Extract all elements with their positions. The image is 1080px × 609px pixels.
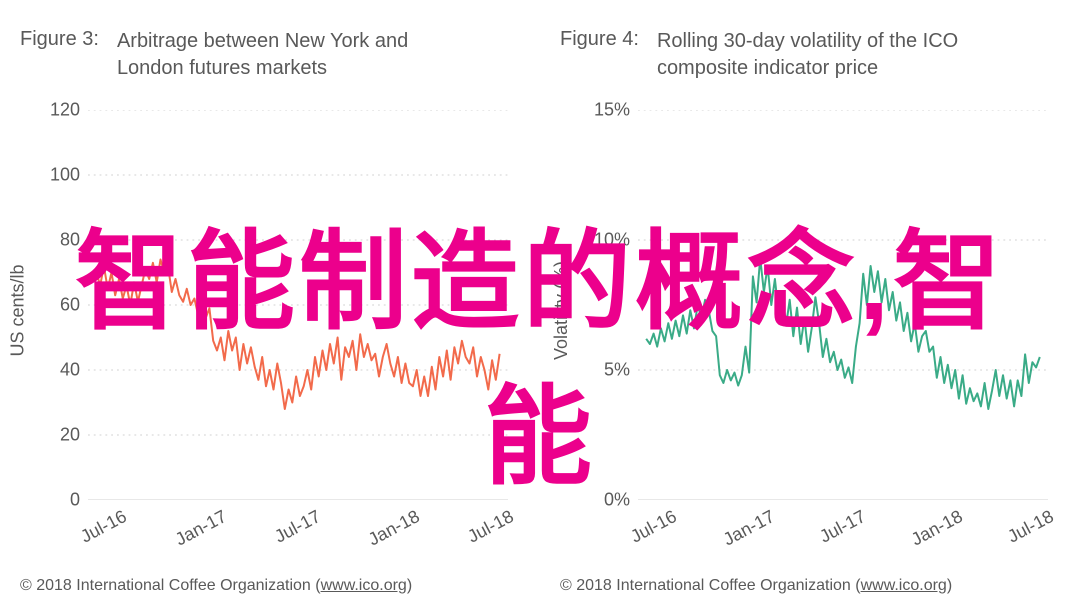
y-tick-label: 20 bbox=[20, 425, 80, 446]
figure3-yticks: 020406080100120 bbox=[20, 110, 80, 500]
figure3-title-line2: London futures markets bbox=[117, 57, 327, 79]
figure4-title: Rolling 30-day volatility of the ICO com… bbox=[657, 28, 958, 82]
x-tick-label: Jul-16 bbox=[78, 506, 131, 548]
y-tick-label: 80 bbox=[20, 230, 80, 251]
y-tick-label: 5% bbox=[570, 360, 630, 381]
figure4-ylabel: Volatility (%) bbox=[551, 261, 572, 360]
figure4-plot: 0%5%10%15% Jul-16Jan-17Jul-17Jan-18Jul-1… bbox=[638, 110, 1048, 500]
y-tick-label: 10% bbox=[570, 230, 630, 251]
x-tick-label: Jan-18 bbox=[908, 506, 966, 550]
figure3-title: Arbitrage between New York and London fu… bbox=[117, 28, 408, 82]
y-tick-label: 120 bbox=[20, 100, 80, 121]
y-tick-label: 40 bbox=[20, 360, 80, 381]
figure3-plot: 020406080100120 Jul-16Jan-17Jul-17Jan-18… bbox=[88, 110, 508, 500]
y-tick-label: 0% bbox=[570, 490, 630, 511]
figure3-panel: Figure 3: Arbitrage between New York and… bbox=[0, 0, 540, 609]
x-tick-label: Jan-17 bbox=[172, 506, 230, 550]
x-tick-label: Jul-17 bbox=[816, 506, 869, 548]
figure4-title-line2: composite indicator price bbox=[657, 57, 878, 79]
y-tick-label: 15% bbox=[570, 100, 630, 121]
x-tick-label: Jul-18 bbox=[1005, 506, 1058, 548]
figure4-panel: Figure 4: Rolling 30-day volatility of t… bbox=[540, 0, 1080, 609]
figure3-label: Figure 3: bbox=[20, 28, 99, 51]
figure3-title-line1: Arbitrage between New York and bbox=[117, 30, 408, 52]
figure3-copyright: © 2018 International Coffee Organization… bbox=[20, 577, 412, 595]
copyright-prefix: © 2018 International Coffee Organization… bbox=[560, 577, 861, 594]
copyright-suffix: ) bbox=[947, 577, 952, 594]
x-tick-label: Jan-18 bbox=[365, 506, 423, 550]
copyright-prefix: © 2018 International Coffee Organization… bbox=[20, 577, 321, 594]
y-tick-label: 100 bbox=[20, 165, 80, 186]
chart-container: Figure 3: Arbitrage between New York and… bbox=[0, 0, 1080, 609]
x-tick-label: Jul-16 bbox=[627, 506, 680, 548]
figure4-yticks: 0%5%10%15% bbox=[570, 110, 630, 500]
figure4-title-line1: Rolling 30-day volatility of the ICO bbox=[657, 30, 958, 52]
copyright-link[interactable]: www.ico.org bbox=[321, 577, 407, 594]
figure3-svg bbox=[88, 110, 508, 500]
copyright-suffix: ) bbox=[407, 577, 412, 594]
x-tick-label: Jul-18 bbox=[464, 506, 517, 548]
figure4-titlebar: Figure 4: Rolling 30-day volatility of t… bbox=[560, 28, 1070, 82]
copyright-link[interactable]: www.ico.org bbox=[861, 577, 947, 594]
figure4-label: Figure 4: bbox=[560, 28, 639, 51]
y-tick-label: 0 bbox=[20, 490, 80, 511]
x-tick-label: Jul-17 bbox=[271, 506, 324, 548]
figure4-copyright: © 2018 International Coffee Organization… bbox=[560, 577, 952, 595]
x-tick-label: Jan-17 bbox=[719, 506, 777, 550]
y-tick-label: 60 bbox=[20, 295, 80, 316]
figure4-svg bbox=[638, 110, 1048, 500]
figure3-titlebar: Figure 3: Arbitrage between New York and… bbox=[20, 28, 530, 82]
